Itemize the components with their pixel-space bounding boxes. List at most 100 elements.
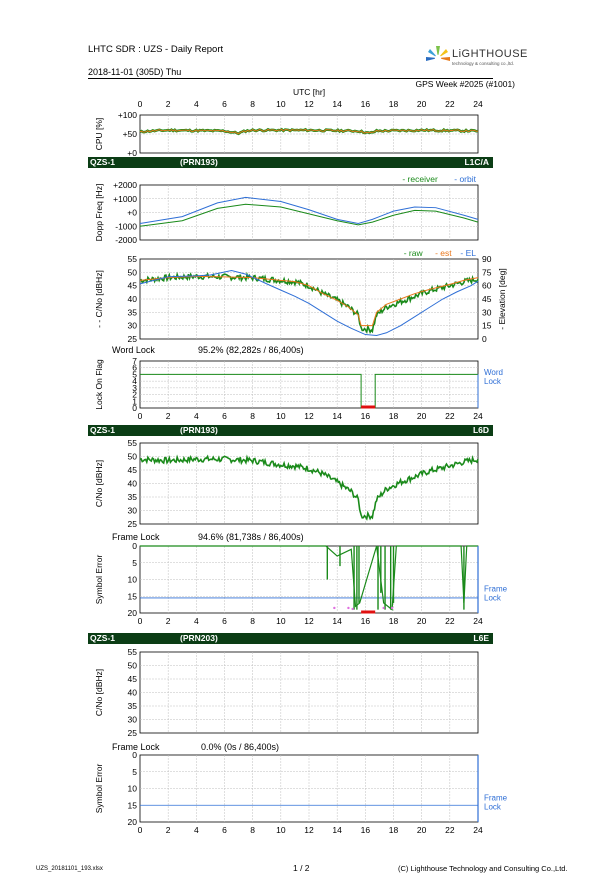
side-label: Lock bbox=[484, 377, 502, 386]
x-tick-label: 22 bbox=[445, 411, 455, 421]
gps-week: GPS Week #2025 (#1001) bbox=[415, 79, 515, 89]
y2-tick-label: 45 bbox=[482, 294, 492, 304]
band-l6d: QZS-1 (PRN193) L6D bbox=[88, 425, 493, 436]
y-tick-label: 50 bbox=[128, 661, 138, 671]
band-signal: L1C/A bbox=[464, 157, 489, 167]
series-line-EL bbox=[139, 270, 479, 336]
x-tick-label-top: 12 bbox=[304, 99, 314, 109]
y-tick-label: 3 bbox=[132, 383, 137, 393]
side-label: Frame bbox=[484, 794, 508, 803]
y-tick-label: 40 bbox=[128, 688, 138, 698]
x-tick-label: 4 bbox=[194, 825, 199, 835]
x-tick-label-top: 18 bbox=[389, 99, 399, 109]
y-axis-label: CPU [%] bbox=[94, 118, 104, 151]
footer-page: 1 / 2 bbox=[293, 863, 310, 873]
x-tick-label: 18 bbox=[389, 411, 399, 421]
series-line-cpu bbox=[139, 128, 479, 135]
y2-tick-label: 60 bbox=[482, 281, 492, 291]
x-tick-label: 0 bbox=[138, 825, 143, 835]
series-line-est bbox=[139, 275, 479, 327]
error-marker bbox=[382, 606, 385, 610]
x-tick-label: 6 bbox=[222, 411, 227, 421]
word-lock-label: Word Lock bbox=[112, 345, 155, 355]
chart-symerr_l6d bbox=[139, 545, 479, 614]
legend-entry: - est bbox=[435, 248, 452, 258]
x-tick-label-top: 8 bbox=[250, 99, 255, 109]
x-tick-label-top: 6 bbox=[222, 99, 227, 109]
chart-doppler bbox=[139, 184, 479, 241]
x-tick-label: 14 bbox=[332, 411, 342, 421]
y-tick-label: 30 bbox=[128, 715, 138, 725]
x-tick-label: 14 bbox=[332, 825, 342, 835]
header-rule bbox=[88, 78, 493, 79]
y-axis-label: Dopp Freq [Hz] bbox=[94, 184, 104, 242]
y-tick-label: 0 bbox=[132, 750, 137, 760]
side-label: Lock bbox=[484, 594, 502, 603]
band-prn: (PRN193) bbox=[180, 157, 218, 167]
y-tick-label: +100 bbox=[118, 110, 137, 120]
y-tick-label: 5 bbox=[132, 767, 137, 777]
x-tick-label-top: 24 bbox=[473, 99, 483, 109]
x-tick-label: 2 bbox=[166, 616, 171, 626]
x-tick-label-top: 0 bbox=[138, 99, 143, 109]
y-tick-label: 5 bbox=[132, 558, 137, 568]
y-tick-label: 50 bbox=[128, 267, 138, 277]
y-tick-label: 10 bbox=[128, 575, 138, 585]
series-line-C/No bbox=[139, 454, 479, 521]
y-tick-label: 25 bbox=[128, 334, 138, 344]
x-tick-label: 6 bbox=[222, 825, 227, 835]
y2-tick-label: 30 bbox=[482, 307, 492, 317]
chart-cn0_l1 bbox=[139, 258, 479, 340]
error-marker bbox=[333, 606, 336, 610]
y-tick-label: 40 bbox=[128, 294, 138, 304]
y-axis-label: Symbol Error bbox=[94, 555, 104, 605]
logo-text: LiGHTHOUSE bbox=[452, 48, 528, 60]
chart-lock_flag bbox=[139, 360, 479, 409]
x-tick-label-top: 14 bbox=[332, 99, 342, 109]
band-prn: (PRN203) bbox=[180, 633, 218, 643]
y-tick-label: 15 bbox=[128, 591, 138, 601]
x-tick-label: 22 bbox=[445, 825, 455, 835]
x-tick-label-top: 4 bbox=[194, 99, 199, 109]
legend-entry: - receiver bbox=[402, 174, 438, 184]
x-tick-label: 8 bbox=[250, 616, 255, 626]
x-tick-label: 16 bbox=[361, 825, 371, 835]
y-tick-label: +1000 bbox=[113, 194, 137, 204]
band-l6e: QZS-1 (PRN203) L6E bbox=[88, 633, 493, 644]
x-tick-label: 12 bbox=[304, 411, 314, 421]
y-tick-label: 10 bbox=[128, 784, 138, 794]
chart-cn0_l6e bbox=[139, 651, 479, 734]
x-tick-label: 24 bbox=[473, 825, 483, 835]
y-tick-label: 55 bbox=[128, 254, 138, 264]
y2-tick-label: 90 bbox=[482, 254, 492, 264]
x-tick-label: 24 bbox=[473, 616, 483, 626]
y-axis-label: C/No [dBHz] bbox=[94, 460, 104, 507]
chart-cn0_l6d bbox=[139, 442, 479, 525]
error-marker bbox=[347, 606, 350, 610]
chart-cpu bbox=[139, 114, 479, 154]
band-sat: QZS-1 bbox=[90, 157, 116, 167]
y-tick-label: 40 bbox=[128, 479, 138, 489]
x-tick-label: 6 bbox=[222, 616, 227, 626]
y-tick-label: -2000 bbox=[115, 235, 137, 245]
y-tick-label: 6 bbox=[132, 363, 137, 373]
y-tick-label: 45 bbox=[128, 465, 138, 475]
x-tick-label: 2 bbox=[166, 825, 171, 835]
y-tick-label: 30 bbox=[128, 321, 138, 331]
report-title: LHTC SDR : UZS - Daily Report bbox=[88, 44, 224, 55]
y-tick-label: 35 bbox=[128, 307, 138, 317]
x-tick-label-top: 16 bbox=[361, 99, 371, 109]
x-tick-label: 16 bbox=[361, 616, 371, 626]
y-tick-label: 45 bbox=[128, 281, 138, 291]
x-tick-label: 24 bbox=[473, 411, 483, 421]
y-tick-label: 50 bbox=[128, 452, 138, 462]
y-tick-label: 30 bbox=[128, 506, 138, 516]
y-tick-label: 4 bbox=[132, 376, 137, 386]
y-tick-label: 45 bbox=[128, 674, 138, 684]
x-tick-label: 2 bbox=[166, 411, 171, 421]
frame-lock-stat: 0.0% (0s / 86,400s) bbox=[201, 742, 280, 752]
y-tick-label: 25 bbox=[128, 519, 138, 529]
side-label: Lock bbox=[484, 803, 502, 812]
x-tick-label: 12 bbox=[304, 616, 314, 626]
